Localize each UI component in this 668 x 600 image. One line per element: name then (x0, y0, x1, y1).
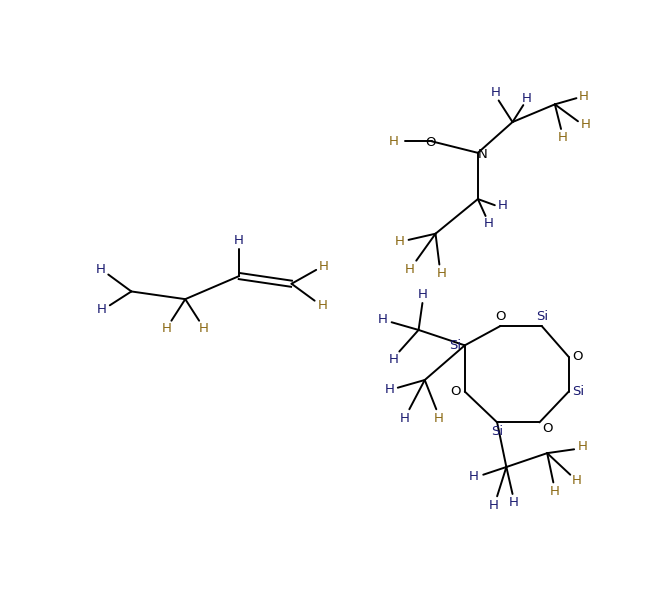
Text: H: H (578, 440, 588, 454)
Text: H: H (522, 92, 531, 106)
Text: H: H (437, 267, 447, 280)
Text: H: H (97, 304, 107, 316)
Text: O: O (495, 310, 506, 323)
Text: H: H (580, 118, 591, 131)
Text: H: H (498, 199, 508, 212)
Text: H: H (550, 485, 560, 498)
Text: Si: Si (536, 310, 548, 323)
Text: H: H (389, 135, 399, 148)
Text: H: H (484, 217, 494, 230)
Text: Si: Si (572, 385, 584, 398)
Text: H: H (389, 353, 399, 366)
Text: H: H (377, 313, 387, 326)
Text: H: H (384, 383, 394, 396)
Text: N: N (478, 148, 488, 161)
Text: H: H (399, 412, 409, 425)
Text: H: H (490, 86, 500, 99)
Text: H: H (509, 496, 519, 509)
Text: H: H (572, 475, 581, 487)
Text: H: H (395, 235, 405, 248)
Text: O: O (542, 422, 552, 435)
Text: H: H (234, 234, 244, 247)
Text: H: H (469, 470, 479, 483)
Text: H: H (418, 288, 428, 301)
Text: Si: Si (450, 339, 462, 352)
Text: H: H (405, 263, 415, 275)
Text: O: O (450, 385, 461, 398)
Text: O: O (572, 350, 583, 364)
Text: H: H (558, 131, 568, 144)
Text: O: O (425, 136, 436, 149)
Text: H: H (319, 260, 329, 274)
Text: H: H (199, 322, 208, 335)
Text: H: H (317, 299, 327, 312)
Text: H: H (96, 263, 106, 277)
Text: H: H (489, 499, 499, 512)
Text: Si: Si (491, 425, 503, 438)
Text: H: H (579, 90, 589, 103)
Text: H: H (434, 412, 444, 425)
Text: H: H (162, 322, 172, 335)
